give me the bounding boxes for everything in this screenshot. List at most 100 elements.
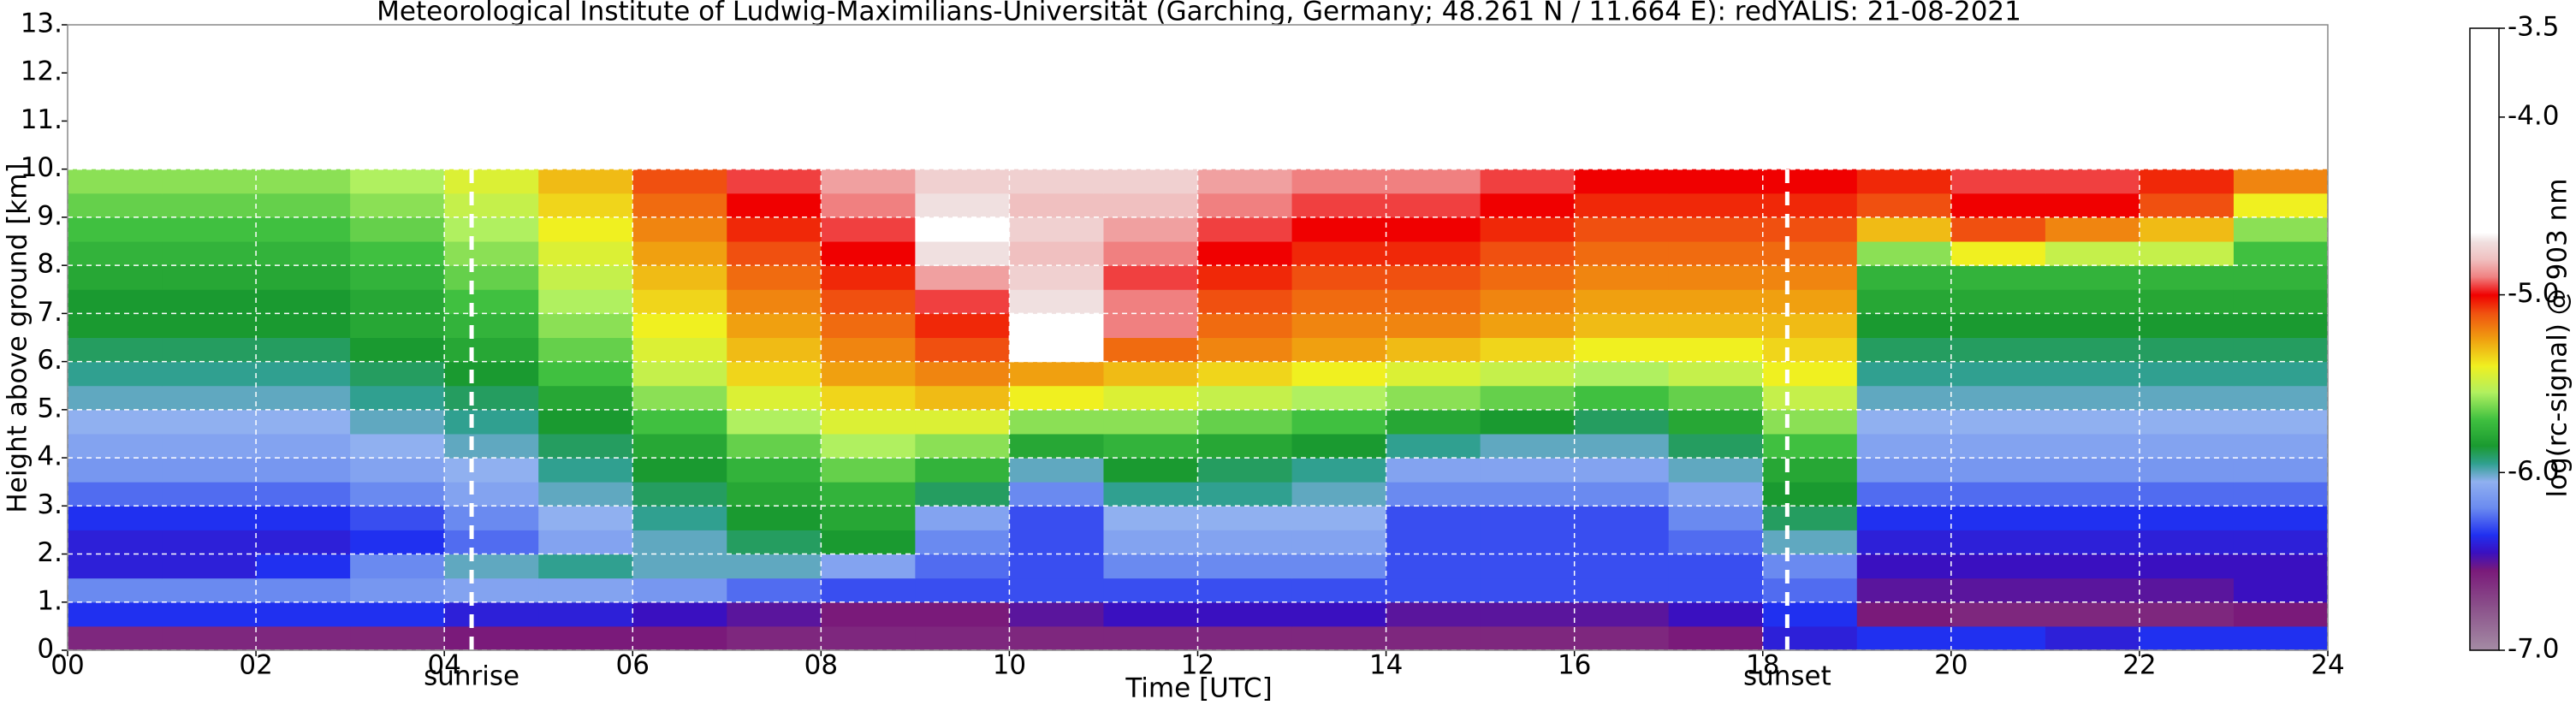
heatmap-cell [2139,482,2235,507]
y-tick-label: 5. [37,393,62,424]
heatmap-cell [915,578,1010,603]
heatmap-cell [1668,216,1764,242]
heatmap-cell [1291,530,1387,555]
heatmap-cell [256,409,351,435]
heatmap-cell [538,530,633,555]
heatmap-cell [1291,458,1387,483]
heatmap-cell [727,578,822,603]
heatmap-cell [2233,193,2329,218]
heatmap-cell [1762,482,1858,507]
heatmap-cell [821,265,916,290]
heatmap-cell [2045,554,2140,579]
heatmap-cell [727,601,822,627]
heatmap-cell [1668,385,1764,411]
heatmap-cell [1480,361,1576,387]
heatmap-cell [1103,433,1198,459]
heatmap-cell [1574,506,1670,530]
y-tick-label: 9. [37,200,62,231]
heatmap-cell [1291,216,1387,242]
heatmap-cell [1762,578,1858,603]
y-tick-label: 11. [21,104,62,135]
heatmap-cell [1856,337,1952,363]
annotation-label: sunset [1743,661,1831,692]
heatmap-cell [1197,361,1293,387]
heatmap-cell [1480,506,1576,530]
heatmap-cell [1103,241,1198,266]
heatmap-cell [1668,337,1764,363]
heatmap-cell [1291,433,1387,459]
heatmap-cell [1574,313,1670,338]
heatmap-cell [1762,313,1858,338]
heatmap-cell [2045,265,2140,290]
x-tick-label: 08 [804,650,838,681]
heatmap-cell [1103,625,1198,651]
heatmap-cell [1574,337,1670,363]
heatmap-cell [1574,433,1670,459]
heatmap-cell [162,433,257,459]
heatmap-cell [350,361,445,387]
heatmap-cell [1950,554,2046,579]
heatmap-cell [162,216,257,242]
heatmap-cell [1197,554,1293,579]
x-tick-label: 04 [427,650,460,681]
y-tick-label: 4. [37,441,62,472]
heatmap-cell [538,241,633,266]
heatmap-cell [1574,361,1670,387]
heatmap-cell [727,361,822,387]
heatmap-cell [1009,385,1104,411]
heatmap-cell [1856,241,1952,266]
heatmap-cell [1668,409,1764,435]
heatmap-cell [632,169,727,194]
x-tick-label: 18 [1746,650,1779,681]
heatmap-cell [1291,313,1387,338]
heatmap-cell [727,337,822,363]
heatmap-cell [1291,506,1387,530]
heatmap-cell [1386,265,1481,290]
heatmap-cell [256,193,351,218]
heatmap-cell [821,601,916,627]
heatmap-cell [1856,409,1952,435]
heatmap-cell [2045,625,2140,651]
heatmap-cell [1103,169,1198,194]
heatmap-cell [162,506,257,530]
x-tick-label: 06 [616,650,650,681]
heatmap-cell [632,530,727,555]
heatmap-cell [1291,241,1387,266]
heatmap-cell [1009,337,1104,363]
heatmap-cell [1856,482,1952,507]
heatmap-cell [1291,361,1387,387]
heatmap-cell [68,265,163,290]
heatmap-cell [632,313,727,338]
heatmap-cell [1197,530,1293,555]
heatmap-cell [162,337,257,363]
heatmap-cell [2233,385,2329,411]
colorbar-segment [2470,339,2499,367]
colorbar-frame [2469,27,2500,651]
colorbar-segment [2470,294,2499,313]
heatmap-cell [821,241,916,266]
heatmap-cell [68,530,163,555]
heatmap-cell [632,216,727,242]
heatmap-cell [2233,265,2329,290]
heatmap-cell [1103,216,1198,242]
heatmap-cell [1291,482,1387,507]
heatmap-cell [1574,601,1670,627]
heatmap-cell [1950,216,2046,242]
heatmap-cell [632,241,727,266]
colorbar-segment [2470,312,2499,340]
heatmap-cell [256,433,351,459]
heatmap-cell [915,265,1010,290]
heatmap-cell [350,289,445,314]
heatmap-cell [821,289,916,314]
heatmap-cell [1197,265,1293,290]
heatmap-cell [256,482,351,507]
heatmap-cell [1386,458,1481,483]
heatmap-cell [1291,409,1387,435]
heatmap-cell [2045,409,2140,435]
colorbar-segment [2470,276,2499,296]
heatmap-cell [632,385,727,411]
heatmap-cell [821,554,916,579]
heatmap-cell [1291,193,1387,218]
heatmap-cell [256,216,351,242]
